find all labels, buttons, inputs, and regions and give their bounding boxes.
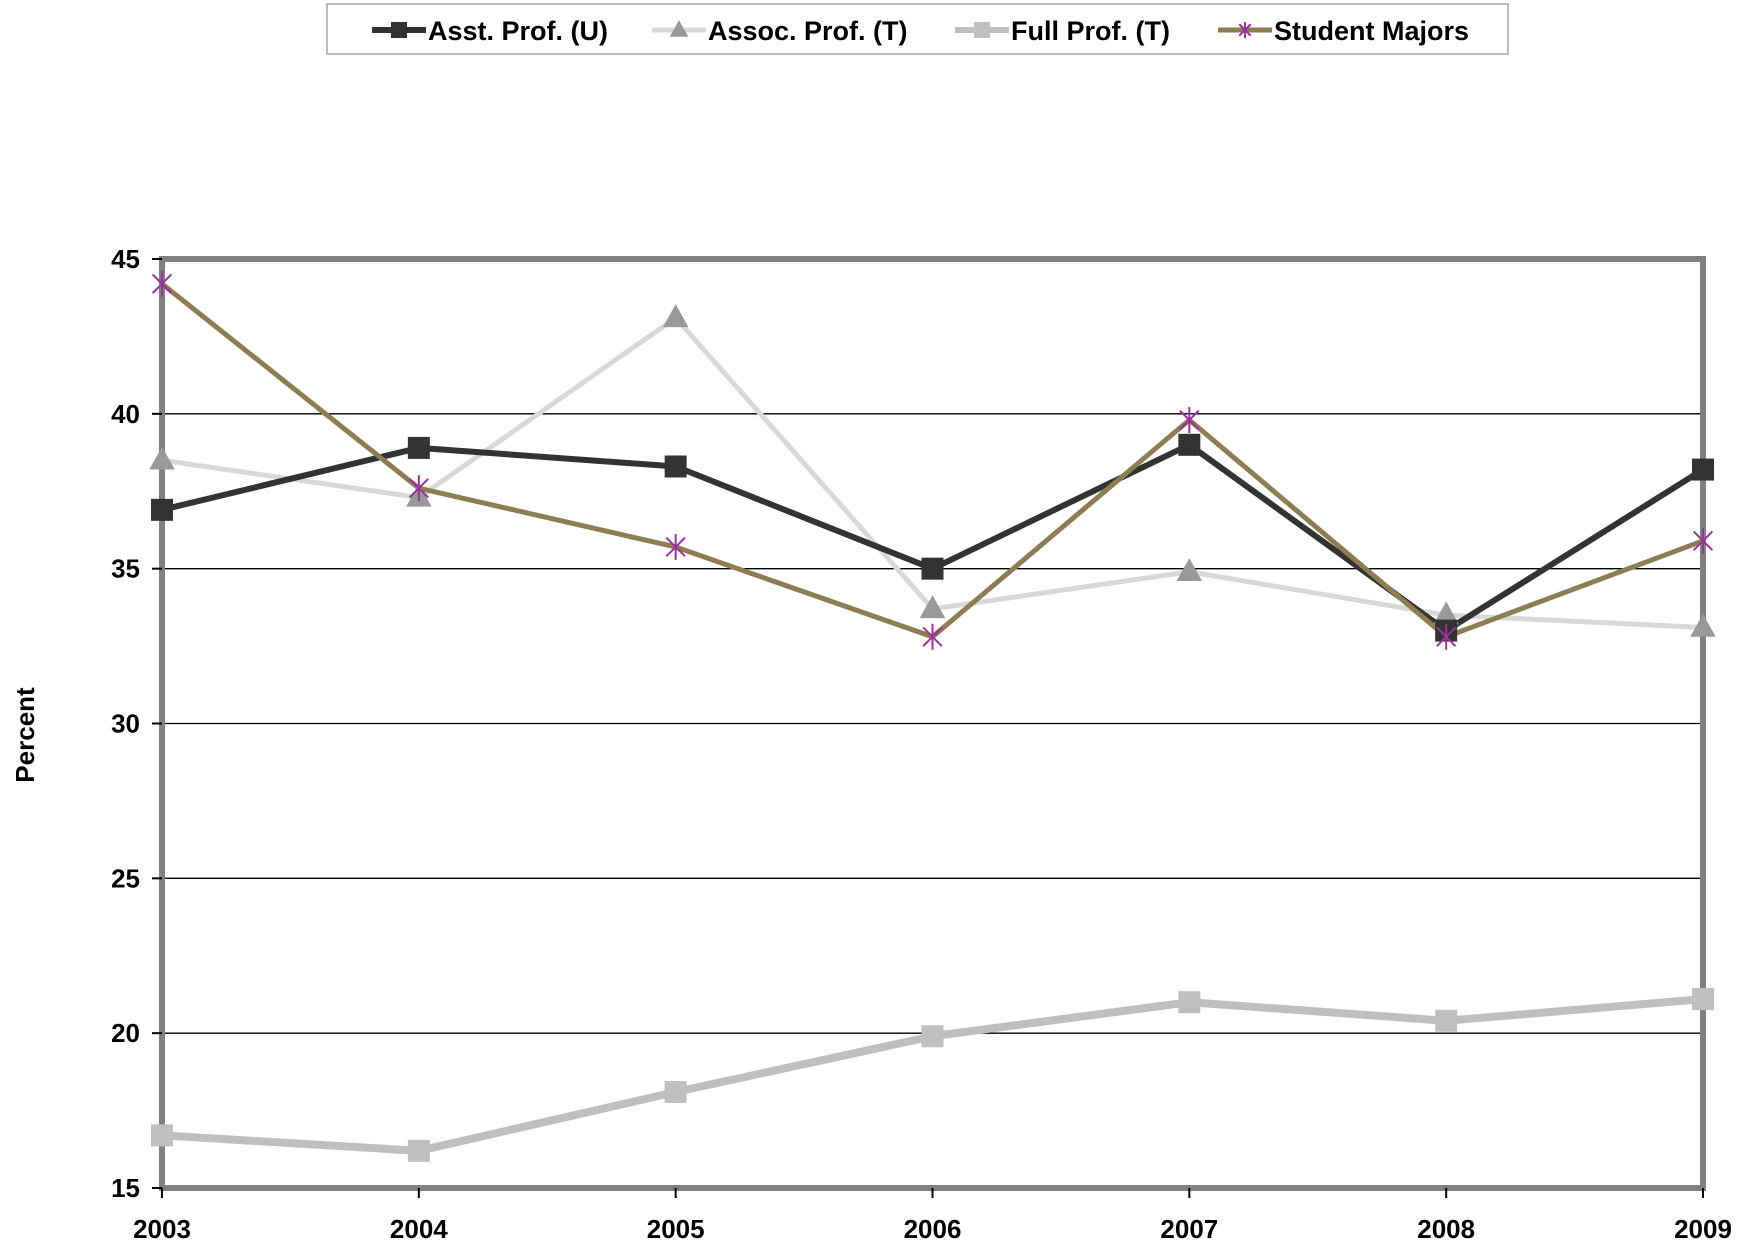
data-point [1178, 991, 1200, 1013]
data-point [1180, 407, 1199, 433]
y-tick-label: 25 [111, 863, 140, 893]
data-point [663, 304, 689, 327]
data-point [665, 455, 687, 477]
series-line [162, 318, 1703, 628]
y-tick-label: 45 [111, 244, 140, 274]
data-point [153, 271, 172, 297]
data-point [1178, 434, 1200, 456]
legend-label: Assoc. Prof. (T) [708, 16, 908, 46]
legend-marker [391, 22, 407, 38]
series-markers [149, 271, 1716, 1162]
data-point [665, 1081, 687, 1103]
x-tick-label: 2005 [647, 1214, 705, 1244]
series-line [162, 999, 1703, 1151]
legend: Asst. Prof. (U) Assoc. Prof. (T) Full Prof… [327, 4, 1508, 54]
data-point [922, 1025, 944, 1047]
data-point [151, 1124, 173, 1146]
legend-label: Asst. Prof. (U) [428, 16, 608, 46]
data-point [149, 447, 175, 470]
gridlines [162, 414, 1703, 1033]
data-point [1692, 459, 1714, 481]
y-axis: 15 20 25 30 35 40 45 [111, 244, 162, 1203]
series-line [162, 284, 1703, 637]
x-tick-label: 2008 [1417, 1214, 1475, 1244]
x-tick-label: 2004 [390, 1214, 448, 1244]
data-point [151, 499, 173, 521]
y-tick-label: 40 [111, 399, 140, 429]
y-tick-label: 35 [111, 554, 140, 584]
x-tick-label: 2007 [1160, 1214, 1218, 1244]
data-point [408, 1140, 430, 1162]
y-tick-label: 15 [111, 1173, 140, 1203]
legend-label: Full Prof. (T) [1011, 16, 1170, 46]
y-tick-label: 20 [111, 1018, 140, 1048]
data-point [1177, 558, 1203, 581]
y-tick-label: 30 [111, 709, 140, 739]
data-point [1435, 1010, 1457, 1032]
x-tick-label: 2009 [1674, 1214, 1732, 1244]
x-tick-label: 2006 [904, 1214, 962, 1244]
legend-label: Student Majors [1274, 16, 1469, 46]
data-point [1692, 988, 1714, 1010]
x-tick-label: 2003 [133, 1214, 191, 1244]
data-point [922, 558, 944, 580]
legend-marker [974, 22, 990, 38]
x-axis: 2003 2004 2005 2006 2007 2008 2009 [133, 1188, 1732, 1244]
data-point [408, 437, 430, 459]
y-axis-title: Percent [10, 687, 40, 783]
